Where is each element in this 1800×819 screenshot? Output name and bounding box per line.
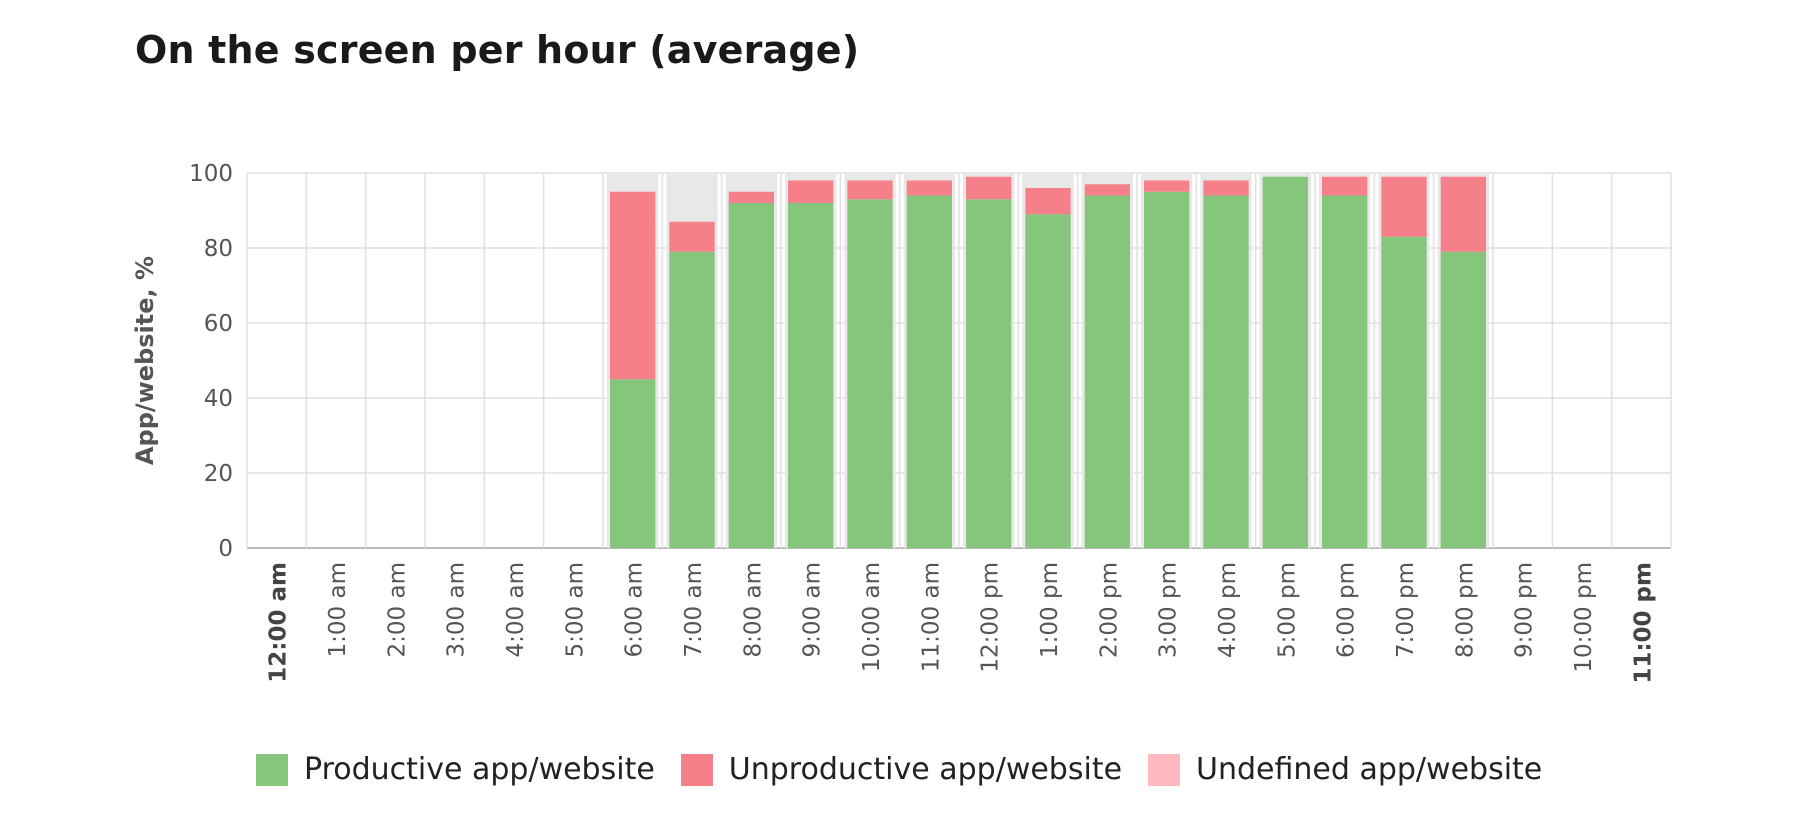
bar-segment-productive[interactable] bbox=[610, 379, 656, 548]
x-tick-label: 1:00 am bbox=[325, 562, 351, 657]
x-tick-label: 11:00 pm bbox=[1630, 562, 1656, 684]
x-tick-label: 5:00 am bbox=[562, 562, 588, 657]
bar-segment-productive[interactable] bbox=[1381, 236, 1427, 548]
x-tick-label: 2:00 pm bbox=[1096, 562, 1122, 658]
legend: Productive app/website Unproductive app/… bbox=[256, 752, 1568, 787]
bar-segment-productive[interactable] bbox=[669, 251, 715, 548]
bar-segment-productive[interactable] bbox=[1262, 176, 1308, 548]
bar-segment-productive[interactable] bbox=[1203, 195, 1249, 549]
bar-segment-productive[interactable] bbox=[788, 203, 834, 548]
x-tick-label: 7:00 pm bbox=[1393, 562, 1419, 658]
bar-segment-productive[interactable] bbox=[1440, 251, 1486, 548]
bar-segment-productive[interactable] bbox=[966, 199, 1012, 548]
bars-layer bbox=[607, 173, 1489, 548]
x-tick-label: 4:00 am bbox=[503, 562, 529, 657]
x-tick-label: 1:00 pm bbox=[1037, 562, 1063, 658]
x-tick-label: 11:00 am bbox=[918, 562, 944, 672]
bar-segment-unproductive[interactable] bbox=[788, 180, 834, 204]
x-tick-label: 3:00 am bbox=[444, 562, 470, 657]
legend-label-undefined: Undefined app/website bbox=[1196, 752, 1543, 787]
bar-segment-unproductive[interactable] bbox=[1084, 184, 1130, 196]
x-tick-label: 5:00 pm bbox=[1274, 562, 1300, 658]
bar-segment-productive[interactable] bbox=[728, 203, 774, 548]
legend-swatch-unproductive bbox=[680, 753, 713, 786]
bar-segment-unproductive[interactable] bbox=[1025, 188, 1071, 215]
bar-segment-unproductive[interactable] bbox=[1381, 176, 1427, 237]
legend-swatch-undefined bbox=[1148, 753, 1181, 786]
x-tick-label: 8:00 pm bbox=[1452, 562, 1478, 658]
x-tick-label: 10:00 pm bbox=[1571, 562, 1597, 673]
x-tick-label: 3:00 pm bbox=[1156, 562, 1182, 658]
bar-segment-unproductive[interactable] bbox=[1322, 176, 1368, 196]
bar-segment-unproductive[interactable] bbox=[610, 191, 656, 380]
y-tick-label: 60 bbox=[204, 311, 233, 337]
x-tick-label: 9:00 pm bbox=[1512, 562, 1538, 658]
bar-segment-productive[interactable] bbox=[906, 195, 952, 549]
x-tick-label: 9:00 am bbox=[800, 562, 826, 657]
y-tick-label: 80 bbox=[204, 236, 233, 262]
bar-segment-unproductive[interactable] bbox=[906, 180, 952, 196]
x-tick-label: 6:00 am bbox=[622, 562, 648, 657]
bar-segment-unproductive[interactable] bbox=[1440, 176, 1486, 252]
y-tick-label: 40 bbox=[204, 386, 233, 412]
bar-segment-productive[interactable] bbox=[1144, 191, 1190, 548]
axis-layer: 0 20 40 60 80 100 12:00 am 1:00 am 2:00 am 3:00 a… bbox=[189, 161, 1656, 684]
bar-segment-unproductive[interactable] bbox=[966, 176, 1012, 200]
x-tick-label: 10:00 am bbox=[859, 562, 885, 672]
bar-segment-productive[interactable] bbox=[1322, 195, 1368, 549]
legend-item-productive[interactable]: Productive app/website bbox=[256, 752, 655, 787]
y-tick-label: 100 bbox=[189, 161, 233, 187]
legend-label-unproductive: Unproductive app/website bbox=[728, 752, 1123, 787]
x-tick-label: 8:00 am bbox=[740, 562, 766, 657]
y-tick-label: 20 bbox=[204, 461, 233, 487]
legend-label-productive: Productive app/website bbox=[304, 752, 655, 787]
chart-title: On the screen per hour (average) bbox=[135, 28, 860, 72]
grid-layer bbox=[246, 172, 1672, 549]
x-tick-label: 4:00 pm bbox=[1215, 562, 1241, 658]
y-axis-title: App/website, % bbox=[131, 256, 159, 465]
y-tick-label: 0 bbox=[218, 536, 233, 562]
bar-segment-unproductive[interactable] bbox=[728, 191, 774, 203]
bar-segment-productive[interactable] bbox=[847, 199, 893, 548]
bar-segment-unproductive[interactable] bbox=[1203, 180, 1249, 196]
legend-swatch-productive bbox=[256, 753, 288, 786]
legend-item-unproductive[interactable]: Unproductive app/website bbox=[680, 752, 1123, 787]
bar-segment-productive[interactable] bbox=[1084, 195, 1130, 549]
x-tick-label: 2:00 am bbox=[384, 562, 410, 657]
x-tick-label: 12:00 pm bbox=[978, 562, 1004, 673]
x-tick-label: 7:00 am bbox=[681, 562, 707, 657]
bar-segment-unproductive[interactable] bbox=[1144, 180, 1190, 192]
bar-segment-unproductive[interactable] bbox=[847, 180, 893, 200]
legend-item-undefined[interactable]: Undefined app/website bbox=[1148, 752, 1542, 787]
x-tick-label: 6:00 pm bbox=[1334, 562, 1360, 658]
bar-segment-unproductive[interactable] bbox=[669, 221, 715, 252]
bar-segment-productive[interactable] bbox=[1025, 214, 1071, 548]
x-tick-label: 12:00 am bbox=[266, 562, 292, 683]
